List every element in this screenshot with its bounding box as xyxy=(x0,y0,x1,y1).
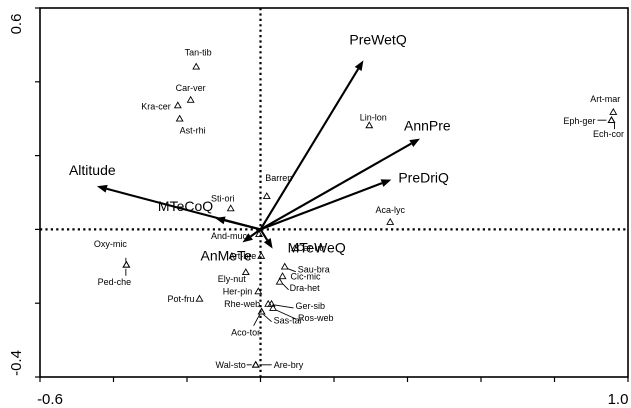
species-label-barren: Barren xyxy=(265,173,292,183)
species-label-car-utr: Car-utr xyxy=(297,243,325,253)
vector-arrowhead-prewetq xyxy=(354,60,364,72)
species-label-sas-tar: Sas-tar xyxy=(274,316,303,326)
leader-line-ger-sib xyxy=(274,304,294,309)
species-label-dra-het: Dra-het xyxy=(290,283,321,293)
y-tick-label-min: -0.4 xyxy=(8,350,25,376)
leader-line-sau-bra xyxy=(287,268,296,273)
leader-line-aco-tor xyxy=(253,314,260,326)
species-label-ast-rhi: Ast-rhi xyxy=(180,126,206,136)
leader-line-sas-tar xyxy=(263,314,272,323)
vector-label-predriq: PreDriQ xyxy=(398,170,449,186)
species-label-pot-fru: Pot-fru xyxy=(167,294,194,304)
vector-label-altitude: Altitude xyxy=(69,162,116,178)
axis-tick-labels: -0.6 1.0 0.6 -0.4 xyxy=(8,14,628,408)
species-point-barren xyxy=(262,192,271,200)
species-point-are-bry xyxy=(251,360,260,368)
vector-arrowhead-annpre xyxy=(409,138,420,148)
species-point-ech-cor xyxy=(607,116,616,124)
species-point-tan-tib xyxy=(192,62,201,70)
species-label-aco-tor: Aco-tor xyxy=(231,328,260,338)
species-label-wal-sto: Wal-sto xyxy=(216,360,246,370)
species-points: Tan-tib Car-ver Kra-cer Ast-rhi Sti-ori Barre… xyxy=(94,48,624,370)
species-label-eph-ger: Eph-ger xyxy=(563,116,595,126)
species-label-ros-web: Ros-web xyxy=(298,313,334,323)
vector-arrowhead-predriq xyxy=(380,179,392,187)
vector-label-mtecoq: MTeCoQ xyxy=(158,198,213,214)
vector-line-predriq xyxy=(260,182,383,231)
species-label-car-ver: Car-ver xyxy=(176,83,206,93)
species-label-oxy-mic: Oxy-mic xyxy=(94,239,127,249)
environmental-vectors: PreWetQ AnnPre PreDriQ Altitude MTeCoQ AnMeTe… xyxy=(69,31,451,263)
species-point-ros-web xyxy=(269,303,277,311)
vector-label-annpre: AnnPre xyxy=(404,118,451,134)
species-label-her-pin: Her-pin xyxy=(223,286,253,296)
leader-line-dra-het xyxy=(282,283,289,291)
species-label-lin-lon: Lin-lon xyxy=(360,112,387,122)
vector-label-prewetq: PreWetQ xyxy=(349,31,406,47)
species-label-sti-ori: Sti-ori xyxy=(211,193,235,203)
y-tick-label-max: 0.6 xyxy=(8,14,25,35)
species-point-art-bre xyxy=(257,251,266,259)
species-point-ped-che xyxy=(122,260,131,268)
x-tick-label-min: -0.6 xyxy=(37,391,63,408)
species-label-ped-che: Ped-che xyxy=(98,277,132,287)
vector-arrowhead-anmete xyxy=(242,233,253,243)
vector-arrowhead-mteweq xyxy=(263,237,273,249)
species-point-dra-het xyxy=(275,277,284,285)
species-point-sau-bra xyxy=(280,262,289,270)
leader-line-ros-web xyxy=(275,309,297,320)
species-label-aca-lyc: Aca-lyc xyxy=(375,205,405,215)
vector-arrowhead-mtecoq xyxy=(214,216,226,225)
species-point-aco-tor xyxy=(257,307,266,315)
species-point-car-ver xyxy=(186,95,195,103)
species-point-sti-ori xyxy=(226,204,235,212)
species-label-tan-tib: Tan-tib xyxy=(185,48,212,58)
vector-line-anmete xyxy=(250,228,262,238)
vector-line-mteweq xyxy=(259,228,269,241)
species-point-aca-lyc xyxy=(386,217,395,225)
vector-arrowhead-altitude xyxy=(96,184,108,193)
plot-frame xyxy=(39,7,629,378)
species-point-kra-cer xyxy=(173,101,182,109)
species-label-art-bre: Art-bre xyxy=(229,251,257,261)
species-label-ech-cor: Ech-cor xyxy=(593,129,624,139)
species-label-rhe-web: Rhe-web xyxy=(224,299,260,309)
species-point-and-muc xyxy=(255,230,264,238)
vector-label-mteweq: MTeWeQ xyxy=(288,240,346,256)
species-label-cic-mic: Cic-mic xyxy=(291,271,321,281)
species-point-cic-mic xyxy=(278,272,287,280)
species-label-sau-bra: Sau-bra xyxy=(298,265,330,275)
species-label-ely-nut: Ely-nut xyxy=(218,274,247,284)
axis-ticks xyxy=(35,7,629,382)
vector-label-anmete: AnMeTe xyxy=(200,247,252,263)
vector-line-mtecoq xyxy=(224,219,261,231)
vector-line-annpre xyxy=(259,142,412,231)
species-label-art-mar: Art-mar xyxy=(590,94,620,104)
species-point-pot-fru xyxy=(195,294,204,302)
species-point-rhe-web xyxy=(264,299,273,307)
x-tick-label-max: 1.0 xyxy=(608,391,629,408)
species-label-kra-cer: Kra-cer xyxy=(141,101,171,111)
species-point-car-utr xyxy=(291,244,300,252)
vector-line-prewetq xyxy=(259,68,360,230)
species-point-lin-lon xyxy=(365,121,374,129)
zero-reference-lines xyxy=(40,8,628,377)
species-label-are-bry: Are-bry xyxy=(274,360,304,370)
species-point-ast-rhi xyxy=(175,114,184,122)
species-point-art-mar xyxy=(609,107,618,115)
species-point-ger-sib xyxy=(267,299,276,307)
species-label-ger-sib: Ger-sib xyxy=(296,301,326,311)
species-label-and-muc: And-muc xyxy=(211,231,248,241)
species-point-her-pin xyxy=(254,287,263,295)
species-point-ely-nut xyxy=(241,268,250,276)
